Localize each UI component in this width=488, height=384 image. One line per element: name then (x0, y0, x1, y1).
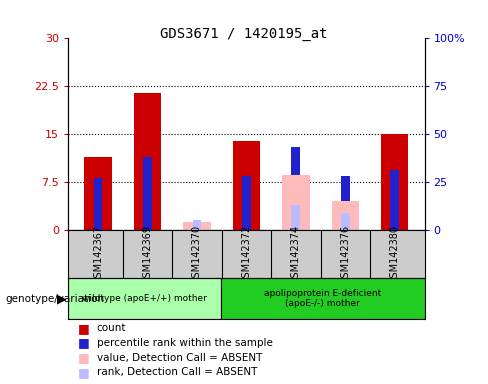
Bar (233, 141, 260, 230)
Text: GSM142370: GSM142370 (192, 225, 202, 284)
Bar (390, 170, 399, 230)
Text: rank, Detection Call = ABSENT: rank, Detection Call = ABSENT (97, 367, 257, 377)
Bar (183, 222, 210, 230)
Bar (341, 213, 350, 230)
Text: ▶: ▶ (57, 292, 67, 305)
Text: GSM142376: GSM142376 (341, 225, 350, 284)
Bar (94, 178, 102, 230)
Bar (84, 157, 112, 230)
Text: GSM142369: GSM142369 (142, 225, 152, 284)
Text: ■: ■ (78, 351, 90, 364)
Text: ■: ■ (78, 336, 90, 349)
Text: percentile rank within the sample: percentile rank within the sample (97, 338, 272, 348)
Bar (221, 278, 425, 319)
Bar (332, 200, 359, 230)
Text: value, Detection Call = ABSENT: value, Detection Call = ABSENT (97, 353, 262, 362)
Bar (283, 175, 309, 230)
Text: wildtype (apoE+/+) mother: wildtype (apoE+/+) mother (82, 294, 207, 303)
Text: apolipoprotein E-deficient
(apoE-/-) mother: apolipoprotein E-deficient (apoE-/-) mot… (264, 289, 382, 308)
Text: count: count (97, 323, 126, 333)
Text: GSM142372: GSM142372 (242, 225, 251, 284)
Text: GSM142374: GSM142374 (291, 225, 301, 284)
Text: GSM142367: GSM142367 (93, 225, 103, 284)
Bar (242, 176, 251, 230)
Bar (381, 134, 408, 230)
Text: genotype/variation: genotype/variation (5, 294, 104, 304)
Bar (134, 93, 161, 230)
Text: ■: ■ (78, 322, 90, 335)
Text: ■: ■ (78, 366, 90, 379)
Bar (143, 157, 152, 230)
Bar (192, 220, 202, 230)
Bar (341, 176, 350, 230)
Bar (291, 205, 301, 230)
Bar (291, 147, 301, 230)
Text: GSM142380: GSM142380 (390, 225, 400, 284)
Bar (68, 278, 221, 319)
Text: GDS3671 / 1420195_at: GDS3671 / 1420195_at (160, 27, 328, 41)
